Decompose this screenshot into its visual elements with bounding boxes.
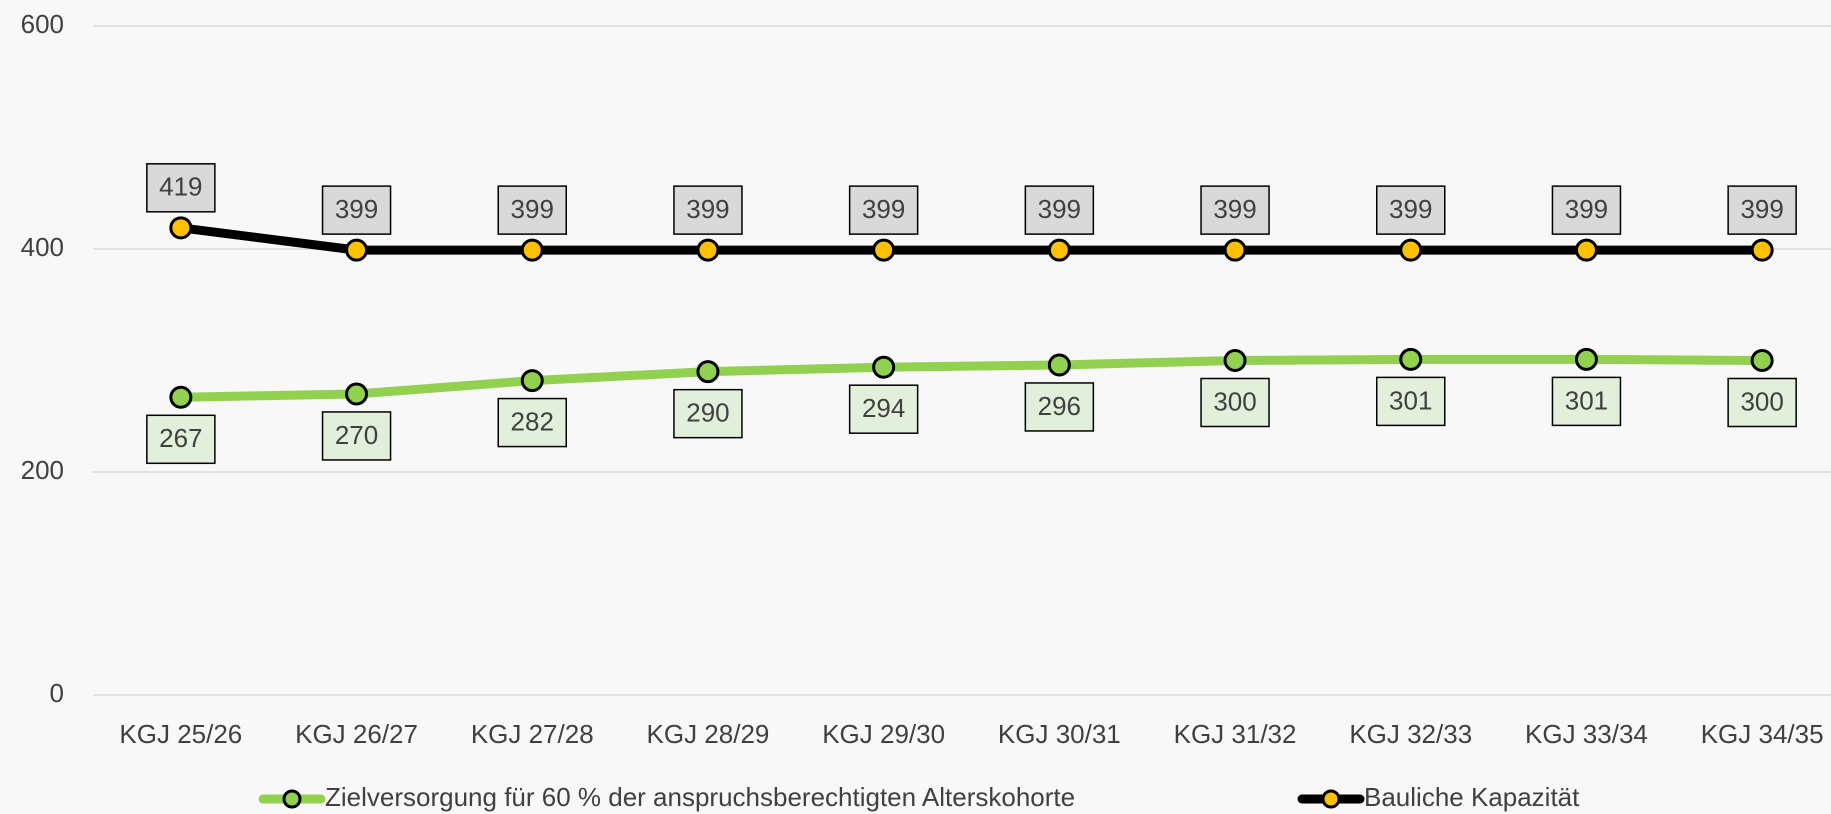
y-tick-label: 400 [21, 232, 64, 262]
data-label-box [1376, 376, 1446, 427]
data-label: 300 [1213, 386, 1256, 416]
data-label-box [1551, 185, 1622, 235]
y-tick-label: 600 [21, 9, 64, 39]
data-label: 399 [1038, 194, 1081, 224]
x-tick-label: KGJ 29/30 [822, 719, 945, 749]
data-label: 399 [1213, 194, 1256, 224]
data-label-box [146, 414, 216, 465]
series-line [180, 354, 1763, 402]
data-label: 270 [335, 420, 378, 450]
data-label-box [321, 185, 392, 235]
data-label: 399 [335, 194, 378, 224]
marker [169, 216, 193, 240]
data-label: 267 [159, 423, 202, 453]
marker [1750, 349, 1774, 372]
x-tick-label: KGJ 28/29 [647, 719, 770, 749]
data-label-box [673, 388, 743, 439]
data-label-box [497, 185, 567, 235]
marker [696, 360, 720, 384]
data-label: 399 [1740, 194, 1783, 224]
marker [520, 238, 544, 262]
x-tick-label: KGJ 31/32 [1174, 719, 1297, 749]
data-label: 399 [1389, 194, 1432, 224]
x-tick-label: KGJ 33/34 [1525, 719, 1648, 749]
data-label: 294 [862, 393, 905, 423]
marker [1047, 353, 1071, 377]
data-label-box [1551, 376, 1622, 427]
y-tick-label: 200 [21, 455, 64, 485]
data-label: 296 [1038, 391, 1081, 421]
marker [1750, 238, 1774, 262]
data-label-box [1200, 377, 1270, 428]
data-label: 399 [1565, 194, 1608, 224]
data-label-box [146, 163, 216, 213]
x-tick-label: KGJ 32/33 [1349, 719, 1472, 749]
legend-marker [282, 789, 302, 809]
data-label-box [321, 411, 392, 461]
data-label-box [1727, 185, 1797, 235]
marker [1574, 347, 1598, 371]
data-label-box [1024, 185, 1095, 235]
marker [1399, 347, 1423, 371]
marker [872, 238, 896, 262]
x-tick-label: KGJ 30/31 [998, 719, 1121, 749]
marker [345, 238, 369, 262]
marker [1574, 238, 1598, 262]
data-label: 399 [686, 194, 729, 224]
data-label-box [1727, 377, 1797, 428]
data-label: 399 [862, 194, 905, 224]
marker [1047, 238, 1071, 262]
legend-label: Bauliche Kapazität [1364, 782, 1580, 812]
legend-marker [1321, 789, 1341, 809]
data-label: 282 [511, 406, 554, 436]
x-tick-label: KGJ 27/28 [471, 719, 594, 749]
x-tick-label: KGJ 26/27 [295, 719, 418, 749]
series-line [180, 223, 1763, 255]
x-tick-label: KGJ 25/26 [119, 719, 242, 749]
y-tick-label: 0 [50, 678, 64, 708]
data-label-box [497, 397, 567, 448]
data-label: 399 [511, 194, 554, 224]
marker [169, 385, 193, 409]
data-label: 301 [1389, 385, 1432, 415]
data-label-box [673, 185, 743, 235]
marker [1223, 238, 1247, 262]
data-label: 301 [1565, 385, 1608, 415]
x-tick-label: KGJ 34/35 [1701, 719, 1824, 749]
data-label-box [848, 185, 919, 235]
legend-label: Zielversorgung für 60 % der anspruchsber… [325, 782, 1075, 812]
marker [696, 238, 720, 262]
data-label: 419 [159, 172, 202, 202]
marker [872, 355, 896, 379]
marker [520, 369, 544, 393]
data-label-box [1376, 185, 1446, 235]
data-label: 300 [1740, 386, 1783, 416]
data-label: 290 [686, 398, 729, 428]
marker [345, 382, 369, 406]
data-label-box [1200, 185, 1270, 235]
data-label-box [1024, 382, 1095, 432]
data-label-box [848, 384, 919, 434]
marker [1223, 349, 1247, 372]
marker [1399, 238, 1423, 262]
